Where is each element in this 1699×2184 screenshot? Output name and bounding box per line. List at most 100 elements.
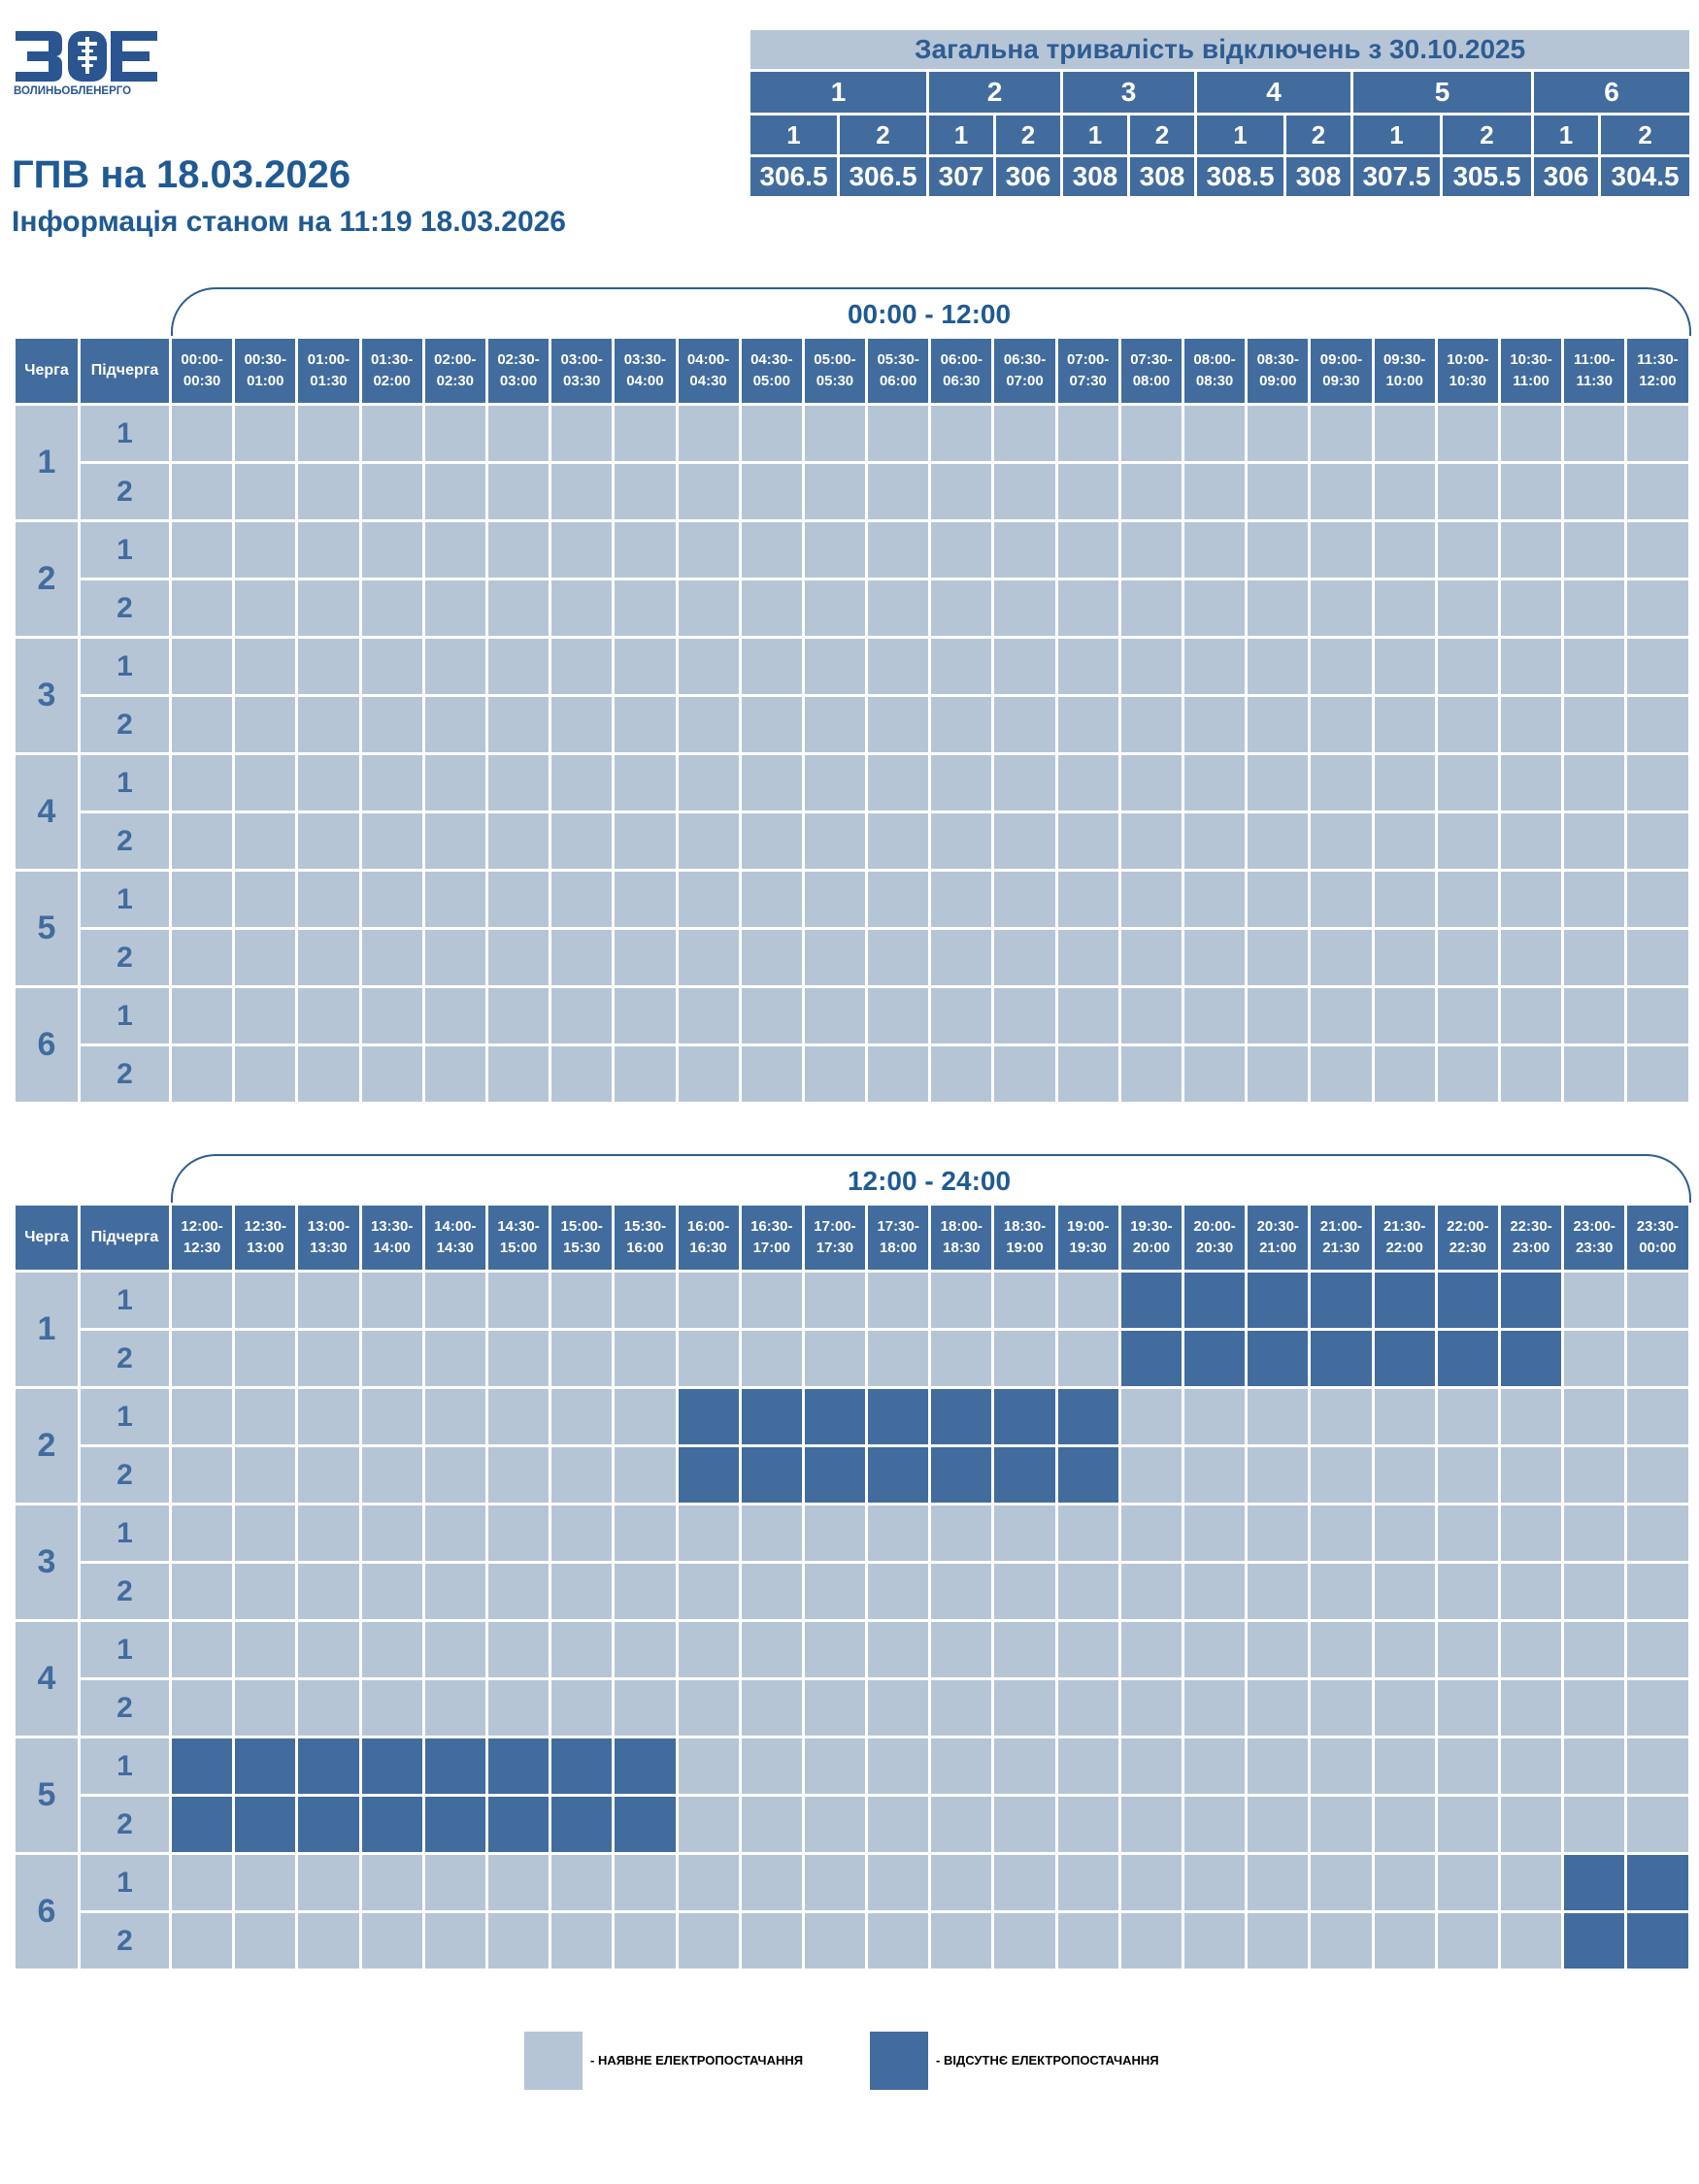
slot-cell-power	[928, 1503, 995, 1564]
slot-cell-no-power	[232, 1736, 299, 1797]
slot-cell-power	[549, 1328, 616, 1389]
slot-cell-power	[1054, 694, 1121, 755]
legend-absent-swatch	[870, 2032, 928, 2090]
slot-cell-power	[1561, 1043, 1628, 1105]
slot-cell-power	[295, 519, 362, 580]
slot-cell-power	[1624, 519, 1691, 580]
slot-cell-power	[549, 519, 616, 580]
slot-cell-power	[675, 519, 742, 580]
slot-cell-power	[421, 578, 488, 639]
slot-cell-power	[991, 1852, 1058, 1913]
subqueue-number: 2	[78, 694, 172, 755]
slot-cell-power	[1497, 1736, 1565, 1797]
slot-cell-power	[738, 811, 805, 872]
time-slot-header: 18:00- 18:30	[928, 1203, 995, 1273]
slot-cell-power	[1117, 1677, 1185, 1738]
slot-cell-power	[675, 1794, 742, 1855]
slot-cell-power	[1497, 927, 1565, 988]
time-slot-header: 03:00- 03:30	[549, 336, 616, 406]
slot-cell-power	[168, 461, 236, 522]
slot-cell-power	[1561, 461, 1628, 522]
slot-cell-power	[549, 985, 616, 1046]
slot-cell-power	[612, 1043, 679, 1105]
slot-cell-power	[738, 985, 805, 1046]
slot-cell-power	[1117, 1386, 1185, 1447]
time-slot-header: 01:00- 01:30	[295, 336, 362, 406]
slot-cell-no-power	[168, 1736, 236, 1797]
slot-cell-power	[232, 1043, 299, 1105]
slot-cell-power	[1561, 636, 1628, 697]
slot-cell-power	[738, 1503, 805, 1564]
slot-cell-power	[991, 1503, 1058, 1564]
slot-cell-no-power	[358, 1794, 425, 1855]
slot-cell-power	[865, 578, 932, 639]
slot-cell-power	[1308, 694, 1375, 755]
slot-cell-power	[738, 1328, 805, 1389]
slot-cell-power	[991, 1328, 1058, 1389]
summary-duration-value: 306	[1531, 154, 1601, 199]
slot-cell-power	[928, 927, 995, 988]
slot-cell-power	[801, 519, 869, 580]
slot-cell-power	[168, 1328, 236, 1389]
slot-cell-power	[865, 1043, 932, 1105]
slot-cell-power	[1497, 1043, 1565, 1105]
legend-absent-label: - ВІДСУТНЄ ЕЛЕКТРОПОСТАЧАННЯ	[936, 2053, 1159, 2068]
slot-cell-no-power	[295, 1736, 362, 1797]
queue-column-header: Черга	[13, 336, 81, 406]
slot-cell-power	[865, 1736, 932, 1797]
time-slot-header: 11:00- 11:30	[1561, 336, 1628, 406]
slot-cell-power	[168, 1270, 236, 1331]
slot-cell-power	[1308, 1910, 1375, 1971]
slot-cell-power	[232, 403, 299, 464]
time-slot-header: 07:00- 07:30	[1054, 336, 1121, 406]
slot-cell-power	[484, 752, 552, 813]
slot-cell-power	[1054, 1736, 1121, 1797]
summary-queue-1: 1	[748, 69, 929, 116]
slot-cell-power	[1434, 869, 1501, 930]
slot-cell-power	[1624, 403, 1691, 464]
slot-cell-power	[1434, 1910, 1501, 1971]
slot-cell-power	[801, 694, 869, 755]
slot-cell-power	[1054, 1043, 1121, 1105]
summary-duration-value: 308	[1283, 154, 1353, 199]
slot-cell-power	[549, 1852, 616, 1913]
slot-cell-power	[1117, 694, 1185, 755]
slot-cell-power	[1054, 636, 1121, 697]
slot-cell-power	[549, 927, 616, 988]
slot-cell-power	[1245, 985, 1312, 1046]
slot-cell-no-power	[991, 1444, 1058, 1506]
slot-cell-power	[421, 927, 488, 988]
slot-cell-no-power	[1497, 1328, 1565, 1389]
slot-cell-power	[865, 1794, 932, 1855]
slot-cell-power	[232, 461, 299, 522]
slot-cell-power	[1181, 694, 1249, 755]
slot-cell-power	[1245, 1736, 1312, 1797]
slot-cell-power	[295, 985, 362, 1046]
slot-cell-power	[168, 927, 236, 988]
slot-cell-power	[1181, 1043, 1249, 1105]
slot-cell-power	[1371, 811, 1438, 872]
slot-cell-power	[1117, 1794, 1185, 1855]
slot-cell-power	[168, 1043, 236, 1105]
slot-cell-power	[232, 1852, 299, 1913]
queue-number: 1	[13, 403, 81, 522]
slot-cell-power	[991, 403, 1058, 464]
slot-cell-power	[1054, 1677, 1121, 1738]
summary-subqueue: 1	[1194, 113, 1286, 157]
slot-cell-no-power	[865, 1386, 932, 1447]
slot-cell-power	[1371, 1794, 1438, 1855]
queue-number: 5	[13, 869, 81, 988]
slot-cell-power	[738, 694, 805, 755]
slot-cell-power	[295, 811, 362, 872]
time-slot-header: 18:30- 19:00	[991, 1203, 1058, 1273]
slot-cell-power	[991, 1736, 1058, 1797]
slot-cell-power	[1181, 1677, 1249, 1738]
slot-cell-power	[1308, 1386, 1375, 1447]
slot-cell-power	[1624, 1328, 1691, 1389]
slot-cell-power	[1561, 519, 1628, 580]
slot-cell-power	[865, 636, 932, 697]
slot-cell-power	[1117, 927, 1185, 988]
time-slot-header: 19:00- 19:30	[1054, 1203, 1121, 1273]
subqueue-column-header: Підчерга	[78, 1203, 172, 1273]
